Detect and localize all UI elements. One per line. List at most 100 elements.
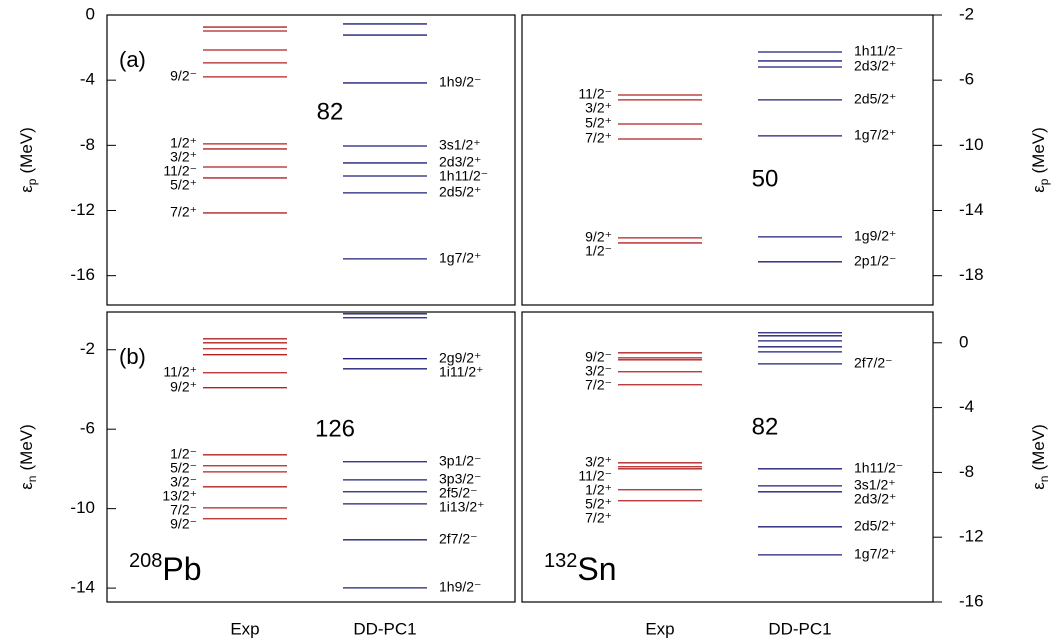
level-label: 3/2⁺ xyxy=(585,454,612,470)
level-label: 2d5/2⁺ xyxy=(854,518,896,534)
y-tick-label: -4 xyxy=(959,397,974,416)
level-label: 1i11/2⁺ xyxy=(439,363,484,379)
gap-label: 82 xyxy=(317,98,344,125)
level-label: 2f5/2⁻ xyxy=(439,485,478,501)
level-label: 2g9/2⁺ xyxy=(439,349,481,365)
y-axis-label: εn (MeV) xyxy=(1029,424,1051,490)
level-label: 3/2⁺ xyxy=(585,100,612,116)
level-label: 2d5/2⁺ xyxy=(439,184,481,200)
nucleus-label: 208Pb xyxy=(129,550,202,587)
x-tick-label: DD-PC1 xyxy=(353,619,416,638)
y-tick-label: -10 xyxy=(70,498,95,517)
level-label: 3s1/2⁺ xyxy=(439,137,481,153)
level-label: 1g7/2⁺ xyxy=(439,250,481,266)
x-tick-label: Exp xyxy=(645,619,674,638)
y-tick-label: 0 xyxy=(959,332,968,351)
level-label: 9/2⁻ xyxy=(585,349,612,365)
level-label: 11/2⁻ xyxy=(578,468,612,484)
y-axis-label: εn (MeV) xyxy=(17,424,39,490)
x-tick-label: Exp xyxy=(230,619,259,638)
level-label: 3p1/2⁻ xyxy=(439,452,481,468)
level-label: 3/2⁻ xyxy=(170,474,197,490)
level-label: 11/2⁻ xyxy=(578,86,612,102)
y-tick-label: -10 xyxy=(959,135,984,154)
level-label: 1g7/2⁺ xyxy=(854,127,896,143)
panel-frame xyxy=(106,14,516,306)
nucleus-symbol: Sn xyxy=(577,551,616,587)
level-label: 1h9/2⁻ xyxy=(439,74,481,90)
y-label-symbol: ε xyxy=(1029,482,1048,490)
y-tick-label: -6 xyxy=(80,419,95,438)
y-tick-label: -8 xyxy=(959,462,974,481)
level-label: 5/2⁻ xyxy=(170,460,197,476)
level-label: 1/2⁺ xyxy=(585,482,612,498)
panel-frame xyxy=(521,14,934,306)
level-label: 1g9/2⁺ xyxy=(854,228,896,244)
panel-frame xyxy=(521,311,934,603)
y-tick-label: -4 xyxy=(80,70,95,89)
y-label-symbol: ε xyxy=(17,185,36,193)
y-tick-label: -2 xyxy=(959,4,974,23)
level-label: 7/2⁻ xyxy=(585,377,612,393)
level-label: 1h11/2⁻ xyxy=(854,460,903,476)
y-label-sub: n xyxy=(25,476,39,483)
y-axis-label: εp (MeV) xyxy=(1029,127,1051,193)
level-label: 9/2⁻ xyxy=(170,68,197,84)
y-tick-label: -16 xyxy=(959,591,984,610)
gap-label: 126 xyxy=(315,415,355,442)
y-tick-label: -18 xyxy=(959,265,984,284)
y-tick-label: -6 xyxy=(959,70,974,89)
nucleus-label: 132Sn xyxy=(544,550,617,587)
y-axis-label: εp (MeV) xyxy=(17,127,39,193)
y-label-symbol: ε xyxy=(1029,185,1048,193)
level-label: 5/2⁺ xyxy=(585,115,612,131)
level-label: 7/2⁺ xyxy=(170,204,197,220)
level-label: 2d5/2⁺ xyxy=(854,91,896,107)
y-tick-label: -14 xyxy=(70,578,95,597)
level-label: 2d3/2⁺ xyxy=(439,154,481,170)
level-label: 1/2⁻ xyxy=(170,446,197,462)
level-label: 3s1/2⁺ xyxy=(854,477,896,493)
level-label: 7/2⁻ xyxy=(170,502,197,518)
level-label: 2d3/2⁺ xyxy=(854,491,896,507)
y-tick-label: -8 xyxy=(80,135,95,154)
nucleus-symbol: Pb xyxy=(162,551,201,587)
y-label-unit: (MeV) xyxy=(17,424,36,470)
y-label-symbol: ε xyxy=(17,482,36,490)
level-label: 1h11/2⁻ xyxy=(439,168,488,184)
level-label: 3p3/2⁻ xyxy=(439,471,481,487)
level-label: 11/2⁻ xyxy=(163,163,197,179)
panel-label: (b) xyxy=(119,344,146,369)
panel-frame xyxy=(106,311,516,603)
y-tick-label: -16 xyxy=(70,265,95,284)
level-label: 9/2⁻ xyxy=(170,516,197,532)
level-label: 1h11/2⁻ xyxy=(854,43,903,59)
level-label: 2d3/2⁺ xyxy=(854,58,896,74)
level-label: 1i13/2⁺ xyxy=(439,499,485,515)
y-label-unit: (MeV) xyxy=(17,127,36,173)
level-label: 5/2⁺ xyxy=(170,177,197,193)
y-tick-label: 0 xyxy=(86,4,95,23)
level-label: 3/2⁺ xyxy=(170,149,197,165)
nucleus-mass: 132 xyxy=(544,550,577,572)
level-label: 2p1/2⁻ xyxy=(854,253,896,269)
level-label: 1/2⁺ xyxy=(170,135,197,151)
level-label: 5/2⁺ xyxy=(585,496,612,512)
gap-label: 82 xyxy=(752,413,779,440)
nucleus-mass: 208 xyxy=(129,550,162,572)
level-label: 2f7/2⁻ xyxy=(439,531,478,547)
y-label-unit: (MeV) xyxy=(1029,424,1048,470)
level-label: 3/2⁻ xyxy=(585,363,612,379)
panel-label: (a) xyxy=(119,47,146,72)
level-label: 1/2⁻ xyxy=(585,243,612,259)
level-label: 7/2⁺ xyxy=(585,510,612,526)
level-label: 1g7/2⁺ xyxy=(854,546,896,562)
y-tick-label: -12 xyxy=(959,527,984,546)
level-label: 9/2⁺ xyxy=(585,229,612,245)
y-tick-label: -12 xyxy=(70,200,95,219)
y-tick-label: -2 xyxy=(80,339,95,358)
level-label: 2f7/2⁻ xyxy=(854,355,893,371)
y-label-sub: p xyxy=(1037,178,1051,185)
level-label: 9/2⁺ xyxy=(170,378,197,394)
